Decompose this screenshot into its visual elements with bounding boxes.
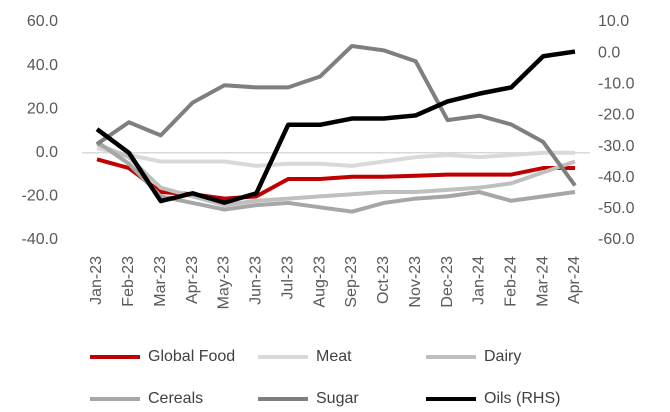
y2-tick-label: -20.0 (598, 107, 635, 124)
y2-tick-label: -60.0 (598, 231, 635, 248)
x-tick-label: Apr-24 (566, 256, 583, 304)
x-tick-label: Dec-23 (439, 256, 456, 308)
y2-tick-label: -50.0 (598, 200, 635, 217)
series-line (95, 43, 577, 187)
series-line (95, 49, 576, 205)
series-line (95, 140, 576, 214)
y-tick-label: 20.0 (27, 100, 58, 117)
legend-label: Dairy (484, 348, 521, 365)
x-tick-label: Feb-24 (502, 256, 519, 307)
y2-tick-label: 10.0 (598, 13, 629, 30)
x-tick-label: Oct-23 (375, 256, 392, 304)
y2-tick-label: -10.0 (598, 76, 635, 93)
y-tick-label: 60.0 (27, 13, 58, 30)
y-tick-label: -40.0 (22, 231, 59, 248)
x-tick-label: Nov-23 (407, 256, 424, 308)
x-tick-label: Aug-23 (311, 256, 328, 308)
y2-tick-label: -30.0 (598, 138, 635, 155)
legend-label: Meat (316, 348, 352, 365)
legend-label: Cereals (148, 390, 203, 407)
x-tick-label: Jul-23 (279, 256, 296, 300)
legend-label: Oils (RHS) (484, 390, 560, 407)
legend-label: Global Food (148, 348, 235, 365)
x-tick-label: Mar-23 (152, 256, 169, 307)
y2-tick-label: -40.0 (598, 169, 635, 186)
series-line (96, 142, 576, 208)
legend-label: Sugar (316, 390, 359, 407)
x-tick-label: Jan-23 (88, 256, 105, 305)
y2-tick-label: 0.0 (598, 44, 620, 61)
x-tick-label: Mar-24 (534, 256, 551, 307)
x-tick-label: Apr-23 (184, 256, 201, 304)
x-tick-label: May-23 (216, 256, 233, 309)
y-tick-label: 0.0 (36, 144, 58, 161)
series-line (96, 146, 575, 168)
x-tick-label: Jun-23 (248, 256, 265, 305)
y-tick-label: 40.0 (27, 57, 58, 74)
y-tick-label: -20.0 (22, 188, 59, 205)
x-tick-label: Sep-23 (343, 256, 360, 308)
x-tick-label: Feb-23 (120, 256, 137, 307)
x-tick-label: Jan-24 (471, 256, 488, 305)
